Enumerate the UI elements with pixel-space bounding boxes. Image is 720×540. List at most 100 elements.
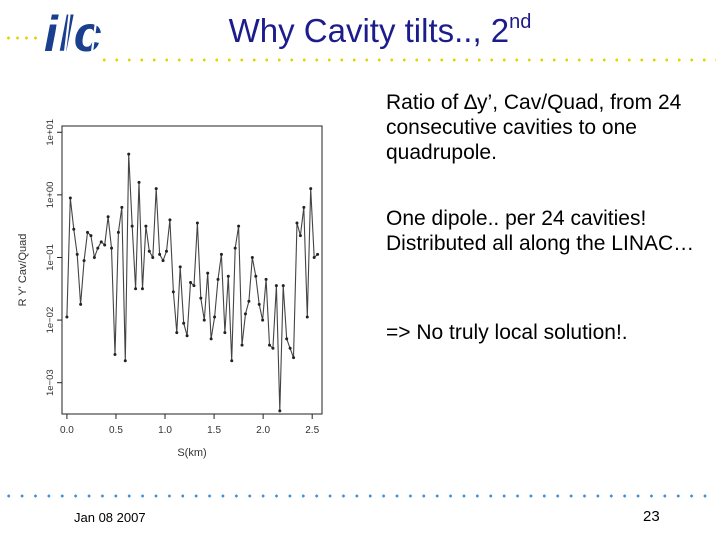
data-point — [240, 343, 244, 347]
data-point — [161, 259, 165, 263]
data-point — [106, 215, 110, 219]
data-point — [92, 255, 96, 259]
data-point — [250, 255, 254, 259]
data-point — [271, 346, 275, 350]
data-point — [278, 409, 282, 413]
data-point — [288, 346, 292, 350]
top-left-dot-rule — [4, 36, 40, 40]
data-point — [226, 274, 230, 278]
plot-frame — [61, 125, 323, 415]
data-point — [68, 196, 72, 200]
y-tick-label: 1e−02 — [45, 307, 56, 334]
y-tick-label: 1e+00 — [45, 182, 56, 209]
x-tick-label: 2.0 — [256, 425, 270, 436]
data-point — [116, 230, 120, 234]
footer-date: Jan 08 2007 — [74, 510, 146, 525]
data-point — [154, 187, 158, 191]
x-tick-label: 0.5 — [109, 425, 123, 436]
data-point — [230, 359, 234, 363]
data-point — [209, 337, 213, 341]
data-point — [261, 318, 265, 322]
data-point — [79, 302, 83, 306]
slide-title-text: Why Cavity tilts.., 2 — [228, 12, 510, 49]
data-point — [223, 331, 227, 335]
data-point — [96, 246, 100, 250]
slide-title-superscript: nd — [509, 11, 532, 33]
data-point — [312, 255, 316, 259]
data-point — [158, 252, 162, 256]
data-point — [243, 312, 247, 316]
data-point — [137, 180, 141, 184]
data-point — [264, 277, 268, 281]
data-point — [89, 234, 93, 238]
bullet-3: => No truly local solution!. — [386, 321, 628, 344]
data-point — [82, 259, 86, 263]
data-point — [164, 249, 168, 253]
data-point — [295, 221, 299, 225]
data-point — [171, 290, 175, 294]
ilc-logo: ilc — [44, 6, 102, 58]
data-point — [257, 302, 261, 306]
ratio-chart: 0.0 0.5 1.0 1.5 2.0 2.5 1e−03 1e−02 1e−01 1e+00 1e… — [18, 119, 323, 459]
data-point — [305, 315, 309, 319]
data-point — [189, 281, 193, 285]
data-point — [233, 246, 237, 250]
data-point — [316, 252, 320, 256]
data-point — [309, 187, 313, 191]
y-tick-label: 1e−01 — [45, 244, 56, 271]
x-tick-label: 2.5 — [305, 425, 319, 436]
top-dot-rule — [98, 58, 716, 62]
data-point — [199, 296, 203, 300]
data-point — [151, 255, 155, 259]
data-point — [178, 265, 182, 269]
bullet-1: Ratio of ∆y’, Cav/Quad, from 24 consecut… — [386, 91, 682, 164]
bullet-2: One dipole.. per 24 cavities! Distribute… — [386, 207, 695, 255]
data-point — [281, 284, 285, 288]
data-point — [113, 353, 117, 357]
y-tick-label: 1e+01 — [45, 119, 56, 146]
data-point — [247, 299, 251, 303]
data-point — [302, 205, 306, 209]
data-point — [298, 234, 302, 238]
x-axis-label: S(km) — [177, 447, 206, 459]
data-point — [182, 321, 186, 325]
data-point — [219, 252, 223, 256]
page-number: 23 — [643, 508, 660, 525]
data-point — [130, 224, 134, 228]
data-point — [292, 356, 296, 360]
data-point — [134, 287, 138, 291]
y-tick-label: 1e−03 — [45, 369, 56, 396]
x-tick-label: 1.5 — [207, 425, 221, 436]
data-point — [120, 205, 124, 209]
data-point — [254, 274, 258, 278]
data-point — [123, 359, 127, 363]
data-point — [127, 152, 131, 156]
data-point — [237, 224, 241, 228]
data-point — [185, 334, 189, 338]
data-point — [110, 246, 114, 250]
slide-title: Why Cavity tilts.., 2nd — [160, 12, 600, 50]
series-line — [66, 154, 318, 411]
bottom-dot-rule — [2, 494, 716, 498]
data-point — [103, 243, 107, 247]
data-point — [192, 284, 196, 288]
x-tick-label: 0.0 — [60, 425, 74, 436]
data-point — [175, 331, 179, 335]
data-point — [195, 221, 199, 225]
data-point — [274, 284, 278, 288]
data-point — [140, 287, 144, 291]
data-point — [285, 337, 289, 341]
data-point — [216, 277, 220, 281]
data-point — [144, 224, 148, 228]
data-point — [202, 318, 206, 322]
y-axis-label: R Y' Cav/Quad — [18, 234, 29, 307]
data-point — [72, 227, 76, 231]
data-point — [65, 315, 69, 319]
data-point — [86, 230, 90, 234]
data-point — [168, 218, 172, 222]
data-point — [147, 249, 151, 253]
data-point — [213, 315, 217, 319]
data-point — [206, 271, 210, 275]
x-tick-label: 1.0 — [158, 425, 172, 436]
data-point — [75, 252, 79, 256]
